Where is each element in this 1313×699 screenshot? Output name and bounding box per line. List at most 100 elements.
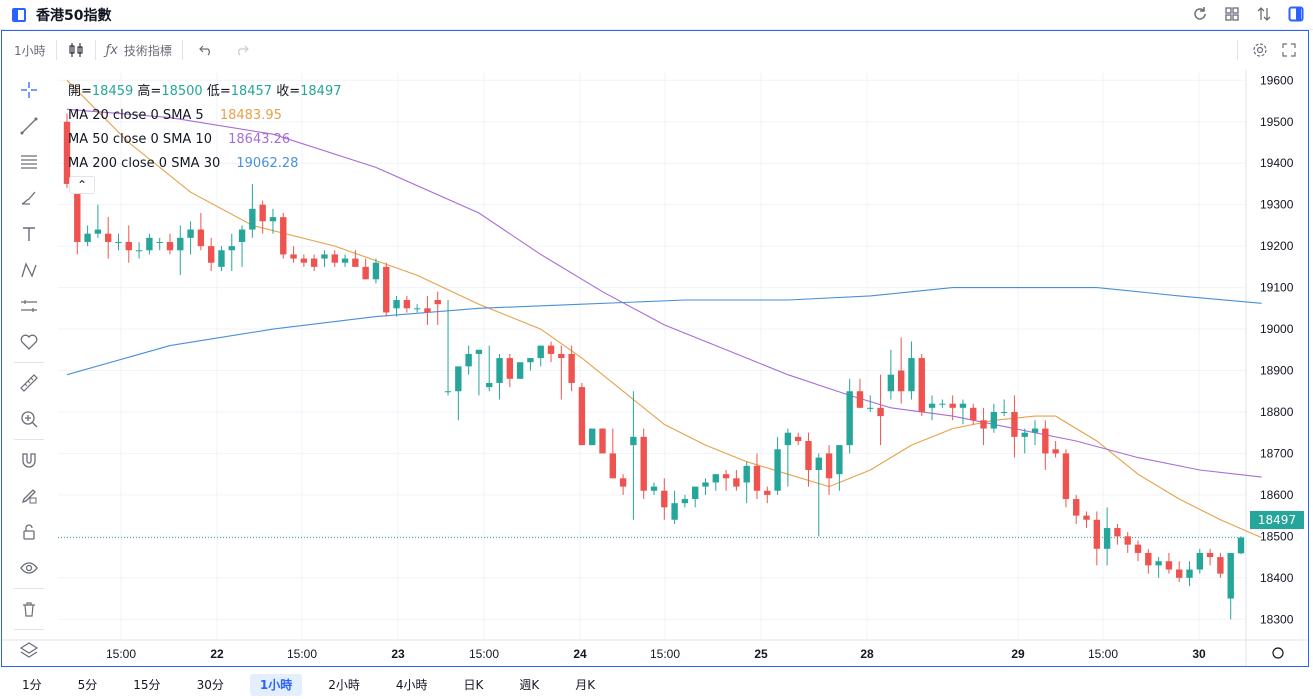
panel-icon[interactable] xyxy=(1287,5,1305,23)
timeframe-4h[interactable]: 4小時 xyxy=(395,678,428,692)
text-icon[interactable] xyxy=(8,216,50,252)
compare-icon[interactable] xyxy=(1255,5,1273,23)
candle-body xyxy=(558,353,565,359)
ma-line-3 xyxy=(66,287,1262,376)
candle-body xyxy=(1134,544,1142,553)
high-label: 高= xyxy=(137,84,162,99)
candle-body xyxy=(1042,428,1049,454)
candle-body xyxy=(877,407,884,417)
close-label: 收= xyxy=(276,84,301,99)
timeframe-5m[interactable]: 5分 xyxy=(77,678,98,692)
lock-draw-icon[interactable] xyxy=(8,478,50,514)
candle-body xyxy=(702,482,709,487)
legend-collapse-button[interactable]: ⌃ xyxy=(69,176,95,194)
candle-body xyxy=(310,258,318,267)
fullscreen-icon[interactable] xyxy=(1282,43,1296,57)
candle-body xyxy=(1103,528,1111,549)
trendline-icon[interactable] xyxy=(8,108,50,144)
open-label: 開= xyxy=(68,84,92,99)
timeframe-1m[interactable]: 1分 xyxy=(22,678,42,692)
candle-body xyxy=(1031,428,1039,433)
ruler-icon[interactable] xyxy=(8,365,50,401)
candle-body xyxy=(465,353,472,367)
time-tick-label: 22 xyxy=(210,647,224,661)
timeframe-2h[interactable]: 2小時 xyxy=(328,678,360,692)
interval-selector[interactable]: 1小時 xyxy=(14,43,46,58)
undo-icon[interactable] xyxy=(199,43,213,57)
candle-body xyxy=(1011,411,1018,437)
timeframe-1d[interactable]: 日K xyxy=(463,678,484,692)
ma2-row[interactable]: MA 50 close 0 SMA 10 18643.26 xyxy=(68,128,341,152)
ma2-value: 18643.26 xyxy=(228,132,291,147)
refresh-icon[interactable] xyxy=(1191,5,1209,23)
indicators-button[interactable]: ƒx 技術指標 xyxy=(106,42,172,59)
ma3-value: 19062.28 xyxy=(236,156,299,171)
time-tick-label: 24 xyxy=(573,647,587,661)
title-bar: 香港50指數 xyxy=(0,0,1313,30)
candle-body xyxy=(352,258,359,267)
time-tick-label: 15:00 xyxy=(469,647,499,661)
eye-icon[interactable] xyxy=(8,550,50,586)
price-tick-label: 19000 xyxy=(1260,322,1294,336)
candle-body xyxy=(135,250,143,252)
candle-body xyxy=(187,229,194,238)
unlock-icon[interactable] xyxy=(8,514,50,550)
candle-body xyxy=(341,258,349,263)
candle-body xyxy=(413,308,421,310)
ma3-row[interactable]: MA 200 close 0 SMA 30 19062.28 xyxy=(68,152,341,176)
timeframe-30m[interactable]: 30分 xyxy=(196,678,224,692)
candle-body xyxy=(537,345,544,359)
layers-icon[interactable] xyxy=(8,632,50,668)
candle-body xyxy=(1000,411,1008,413)
tool-divider xyxy=(14,629,44,630)
candle-body xyxy=(661,490,668,508)
candle-body xyxy=(156,241,163,243)
heart-icon[interactable] xyxy=(8,324,50,360)
candle-body xyxy=(722,474,730,479)
timeframe-1w[interactable]: 週K xyxy=(519,678,540,692)
axis-settings-icon xyxy=(1272,647,1284,659)
brush-icon[interactable] xyxy=(8,180,50,216)
settings-gear-icon[interactable] xyxy=(1252,42,1268,58)
candle-body xyxy=(280,217,287,255)
candle-body xyxy=(331,254,338,263)
candle-body xyxy=(1237,537,1245,554)
trash-icon[interactable] xyxy=(8,591,50,627)
candle-body xyxy=(1145,552,1152,566)
candle-body xyxy=(980,420,987,429)
grid-icon[interactable] xyxy=(1223,5,1241,23)
candle-body xyxy=(1196,552,1203,570)
candle-body xyxy=(475,349,483,354)
timeframe-1mo[interactable]: 月K xyxy=(575,678,596,692)
candle-body xyxy=(424,308,431,313)
candle-body xyxy=(578,387,586,446)
candle-body xyxy=(836,445,843,475)
candle-type-icon[interactable] xyxy=(67,41,85,59)
ma1-row[interactable]: MA 20 close 0 SMA 5 18483.95 xyxy=(68,104,341,128)
candle-body xyxy=(1052,449,1059,454)
candle-body xyxy=(105,233,112,242)
fib-lines-icon[interactable] xyxy=(8,144,50,180)
candle-body xyxy=(949,403,956,408)
candle-body xyxy=(166,241,174,251)
redo-icon[interactable] xyxy=(235,43,249,57)
measure-icon[interactable] xyxy=(8,288,50,324)
candle-body xyxy=(692,486,699,500)
time-tick-label: 30 xyxy=(1192,647,1206,661)
price-tick-label: 19500 xyxy=(1260,115,1294,129)
timeframe-15m[interactable]: 15分 xyxy=(133,678,161,692)
zoom-icon[interactable] xyxy=(8,401,50,437)
magnet-icon[interactable] xyxy=(8,442,50,478)
candle-body xyxy=(1093,519,1101,549)
time-tick-label: 15:00 xyxy=(650,647,680,661)
time-tick-label: 15:00 xyxy=(1088,647,1118,661)
timeframe-1h[interactable]: 1小時 xyxy=(249,673,303,696)
crosshair-icon[interactable] xyxy=(8,72,50,108)
timeframe-bar: 1分 5分 15分 30分 1小時 2小時 4小時 日K 週K 月K xyxy=(0,670,1313,699)
candle-body xyxy=(1217,557,1224,574)
candle-body xyxy=(1073,499,1080,516)
time-tick-label: 28 xyxy=(860,647,874,661)
pattern-icon[interactable] xyxy=(8,252,50,288)
candle-body xyxy=(856,391,864,408)
